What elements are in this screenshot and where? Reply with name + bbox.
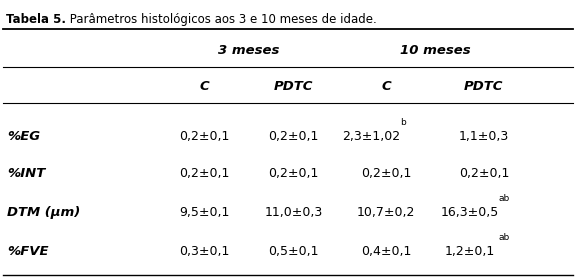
Text: ab: ab: [498, 194, 510, 203]
Text: 0,2±0,1: 0,2±0,1: [268, 130, 319, 143]
Text: Tabela 5.: Tabela 5.: [6, 13, 66, 26]
Text: b: b: [400, 118, 406, 127]
Text: 0,3±0,1: 0,3±0,1: [179, 245, 230, 258]
Text: 1,1±0,3: 1,1±0,3: [458, 130, 509, 143]
Text: C: C: [381, 80, 391, 93]
Text: 10,7±0,2: 10,7±0,2: [357, 206, 415, 219]
Text: %INT: %INT: [7, 167, 46, 180]
Text: PDTC: PDTC: [464, 80, 503, 93]
Text: PDTC: PDTC: [274, 80, 313, 93]
Text: 0,2±0,1: 0,2±0,1: [179, 167, 230, 180]
Text: 0,2±0,1: 0,2±0,1: [458, 167, 509, 180]
Text: DTM (μm): DTM (μm): [7, 206, 81, 219]
Text: Parâmetros histológicos aos 3 e 10 meses de idade.: Parâmetros histológicos aos 3 e 10 meses…: [66, 13, 377, 26]
Text: %EG: %EG: [7, 130, 41, 143]
Text: %FVE: %FVE: [7, 245, 49, 258]
Text: 9,5±0,1: 9,5±0,1: [179, 206, 230, 219]
Text: ab: ab: [498, 233, 510, 242]
Text: 0,4±0,1: 0,4±0,1: [361, 245, 411, 258]
Text: 0,2±0,1: 0,2±0,1: [179, 130, 230, 143]
Text: 16,3±0,5: 16,3±0,5: [440, 206, 499, 219]
Text: 0,2±0,1: 0,2±0,1: [361, 167, 411, 180]
Text: 3 meses: 3 meses: [218, 44, 280, 56]
Text: 10 meses: 10 meses: [400, 44, 470, 56]
Text: 0,2±0,1: 0,2±0,1: [268, 167, 319, 180]
Text: C: C: [200, 80, 209, 93]
Text: 1,2±0,1: 1,2±0,1: [444, 245, 495, 258]
Text: 2,3±1,02: 2,3±1,02: [343, 130, 400, 143]
Text: 0,5±0,1: 0,5±0,1: [268, 245, 319, 258]
Text: 11,0±0,3: 11,0±0,3: [264, 206, 323, 219]
